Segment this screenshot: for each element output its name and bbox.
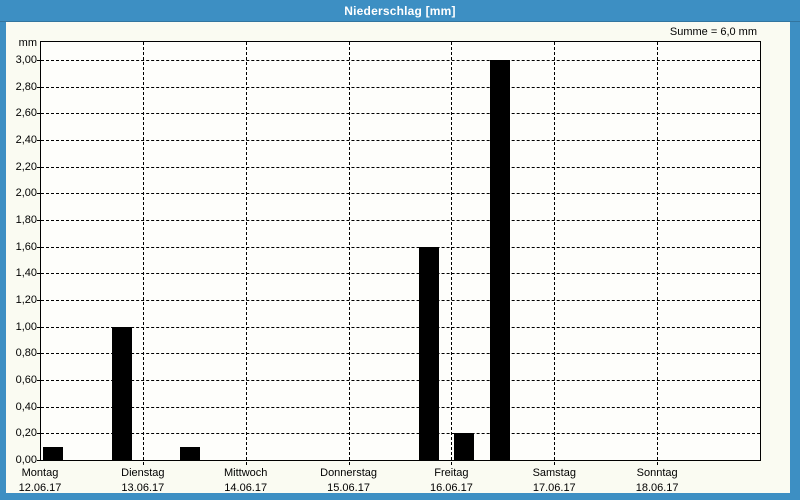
day-date-label: 17.06.17 xyxy=(532,482,576,494)
y-tick-mark xyxy=(37,273,40,275)
y-tick-label: 2,80 xyxy=(15,80,37,93)
day-date-label: 15.06.17 xyxy=(327,482,370,494)
y-gridline xyxy=(41,246,760,248)
y-tick-label: 0,00 xyxy=(15,454,37,466)
y-tick-mark xyxy=(37,60,40,61)
y-gridline xyxy=(41,380,760,381)
precipitation-bar xyxy=(43,446,64,460)
y-tick-label: 3,00 xyxy=(15,54,37,66)
y-tick-label: 2,40 xyxy=(15,134,37,146)
y-tick-label: 2,00 xyxy=(15,187,37,200)
y-gridline xyxy=(41,113,760,115)
y-gridline xyxy=(41,353,760,355)
x-gridline xyxy=(245,42,247,460)
x-tick-mark xyxy=(451,462,453,465)
y-gridline xyxy=(41,406,760,408)
y-tick-label: 1,40 xyxy=(15,267,37,280)
x-tick-mark xyxy=(245,462,247,465)
y-tick-mark xyxy=(37,220,40,221)
y-gridline xyxy=(41,326,760,328)
day-date-label: 13.06.17 xyxy=(121,482,165,494)
y-tick-label: 1,60 xyxy=(15,240,37,253)
precipitation-bar xyxy=(419,246,440,460)
x-gridline xyxy=(348,42,350,460)
day-name-label: Donnerstag xyxy=(320,467,377,479)
y-tick-label: 2,60 xyxy=(15,107,37,120)
y-tick-mark xyxy=(37,140,40,141)
y-tick-mark xyxy=(37,193,40,195)
y-tick-mark xyxy=(37,300,40,301)
y-tick-mark xyxy=(37,86,40,88)
y-tick-mark xyxy=(37,406,40,408)
y-gridline xyxy=(41,300,760,301)
y-tick-mark xyxy=(37,433,40,435)
x-gridline xyxy=(142,42,144,460)
day-name-label: Mittwoch xyxy=(224,467,268,479)
day-date-label: 18.06.17 xyxy=(635,482,679,494)
y-tick-mark xyxy=(37,246,40,248)
chart-title: Niederschlag [mm] xyxy=(344,3,456,18)
y-axis-unit-label: mm xyxy=(18,37,37,49)
y-gridline xyxy=(41,273,760,275)
y-tick-label: 1,00 xyxy=(15,320,37,333)
plot-area xyxy=(40,41,761,461)
x-gridline xyxy=(554,42,556,460)
x-gridline xyxy=(451,42,453,460)
chart-content: Summe = 6,0 mm mm 0,00 0,20 0,40 0,60 0,80 1,… xyxy=(6,22,790,494)
precipitation-bar xyxy=(489,60,510,460)
day-date-label: 12.06.17 xyxy=(18,482,62,494)
day-date-label: 16.06.17 xyxy=(430,482,473,494)
y-tick-mark xyxy=(37,353,40,355)
window-titlebar: Niederschlag [mm] xyxy=(0,0,800,22)
day-name-label: Samstag xyxy=(532,467,576,479)
x-tick-mark xyxy=(348,462,350,465)
sum-label: Summe = 6,0 mm xyxy=(669,26,757,38)
x-tick-mark xyxy=(657,462,659,465)
y-gridline xyxy=(41,86,760,88)
y-gridline xyxy=(41,60,760,61)
y-tick-mark xyxy=(37,326,40,328)
day-name-label: Sonntag xyxy=(636,467,678,479)
y-tick-label: 1,20 xyxy=(15,294,37,306)
y-gridline xyxy=(41,140,760,141)
y-gridline xyxy=(41,166,760,168)
day-name-label: Freitag xyxy=(434,467,469,479)
y-gridline xyxy=(41,433,760,435)
y-tick-label: 2,20 xyxy=(15,160,37,173)
y-tick-label: 0,20 xyxy=(15,427,37,440)
x-tick-mark xyxy=(142,462,144,465)
x-gridline xyxy=(657,42,659,460)
y-tick-mark xyxy=(37,460,40,461)
y-gridline xyxy=(41,220,760,221)
precipitation-bar xyxy=(111,326,132,460)
y-tick-mark xyxy=(37,380,40,381)
y-tick-label: 1,80 xyxy=(15,214,37,226)
day-name-label: Montag xyxy=(21,467,59,479)
y-tick-label: 0,40 xyxy=(15,400,37,413)
precipitation-bar xyxy=(180,446,201,460)
precipitation-bar xyxy=(454,433,475,460)
y-tick-mark xyxy=(37,166,40,168)
x-tick-mark xyxy=(554,462,556,465)
y-tick-mark xyxy=(37,113,40,115)
y-tick-label: 0,80 xyxy=(15,347,37,360)
y-gridline xyxy=(41,193,760,195)
y-tick-label: 0,60 xyxy=(15,374,37,386)
day-date-label: 14.06.17 xyxy=(224,482,268,494)
day-name-label: Dienstag xyxy=(121,467,165,479)
